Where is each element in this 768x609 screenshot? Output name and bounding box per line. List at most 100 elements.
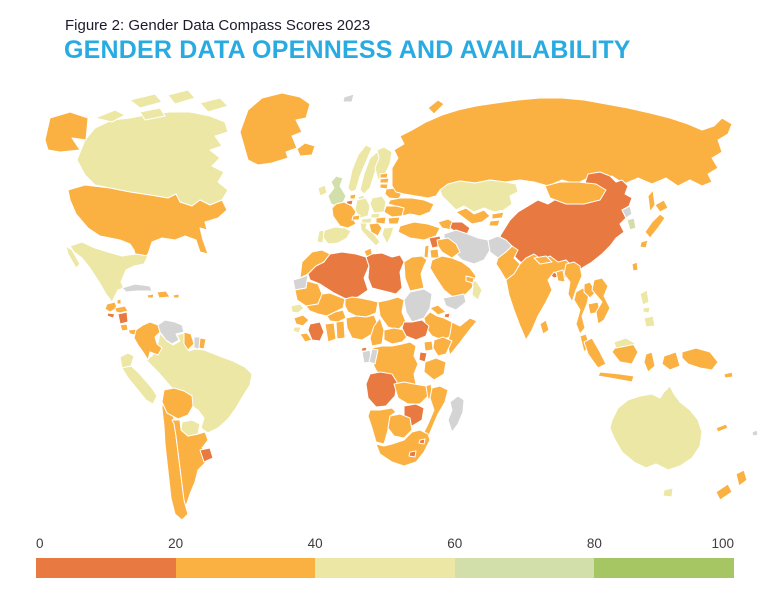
country-cote-divoire bbox=[307, 321, 325, 342]
figure-title: GENDER DATA OPENNESS AND AVAILABILITY bbox=[64, 36, 631, 64]
country-indonesia-sulawesi bbox=[643, 351, 656, 373]
country-philippines-mindanao bbox=[643, 315, 656, 328]
country-uzbekistan bbox=[455, 207, 491, 225]
country-new-zealand-south bbox=[715, 483, 733, 501]
country-zambia bbox=[393, 381, 429, 405]
country-philippines-luzon bbox=[639, 289, 650, 306]
country-chad bbox=[377, 296, 407, 331]
country-mali bbox=[305, 292, 346, 317]
country-canada-arctic bbox=[94, 109, 126, 123]
country-philippines-visayas bbox=[642, 306, 651, 314]
country-malaysia-east bbox=[613, 337, 637, 349]
country-saudi-arabia bbox=[429, 255, 477, 299]
country-el-salvador bbox=[106, 312, 116, 319]
country-venezuela bbox=[157, 319, 185, 345]
country-peru bbox=[121, 365, 158, 405]
country-egypt bbox=[403, 255, 428, 292]
country-bolivia bbox=[161, 387, 194, 420]
country-north-korea bbox=[621, 205, 633, 219]
country-south-korea bbox=[626, 217, 637, 231]
country-kazakhstan bbox=[439, 179, 519, 213]
country-french-guiana bbox=[198, 337, 207, 350]
country-guatemala bbox=[104, 301, 118, 313]
country-mongolia bbox=[544, 181, 607, 205]
country-niger bbox=[344, 296, 379, 318]
country-guinea bbox=[293, 314, 310, 327]
country-somalia bbox=[446, 317, 478, 356]
country-solomon-islands bbox=[723, 371, 734, 379]
country-balkans bbox=[368, 222, 383, 237]
country-canada-arctic bbox=[167, 89, 196, 105]
country-canada-arctic bbox=[139, 107, 166, 121]
country-hungary bbox=[375, 216, 387, 225]
country-equatorial-guinea bbox=[360, 346, 368, 352]
country-congo bbox=[368, 348, 379, 365]
country-lebanon-israel bbox=[423, 244, 430, 259]
legend-tick-100: 100 bbox=[711, 536, 734, 551]
country-south-africa bbox=[375, 429, 431, 467]
country-costa-rica bbox=[119, 323, 129, 332]
country-australia bbox=[609, 385, 703, 471]
legend-tick-80: 80 bbox=[586, 536, 602, 551]
country-indonesia-papua bbox=[661, 351, 681, 371]
country-portugal bbox=[316, 229, 325, 244]
country-uae bbox=[465, 275, 475, 284]
legend-ticks: 0 20 40 60 80 100 bbox=[36, 536, 734, 554]
country-senegal bbox=[290, 303, 305, 314]
country-honduras bbox=[114, 305, 129, 314]
country-colombia bbox=[133, 321, 163, 361]
country-jordan bbox=[429, 248, 440, 259]
country-jamaica bbox=[146, 293, 155, 299]
country-hispaniola bbox=[156, 290, 171, 299]
country-myanmar bbox=[563, 261, 583, 303]
country-japan-kyushu bbox=[639, 239, 649, 249]
legend-tick-40: 40 bbox=[307, 536, 323, 551]
country-angola bbox=[365, 371, 398, 408]
country-vietnam bbox=[591, 277, 611, 325]
country-madagascar bbox=[447, 395, 465, 433]
country-yemen bbox=[442, 293, 467, 311]
country-algeria bbox=[307, 251, 370, 300]
country-greenland bbox=[239, 92, 311, 166]
country-togo-benin bbox=[335, 320, 346, 340]
country-mexico bbox=[69, 241, 149, 303]
country-lithuania bbox=[379, 183, 389, 190]
country-usa-alaska bbox=[44, 111, 89, 153]
country-canada-arctic bbox=[199, 97, 229, 113]
country-laos bbox=[583, 281, 597, 299]
country-namibia bbox=[367, 407, 397, 445]
country-puerto-rico bbox=[172, 293, 180, 299]
country-rwanda-burundi bbox=[418, 351, 428, 363]
legend-tick-20: 20 bbox=[168, 536, 184, 551]
country-eswatini bbox=[418, 438, 426, 445]
country-iceland bbox=[296, 142, 316, 157]
country-suriname bbox=[193, 336, 201, 350]
country-poland bbox=[369, 195, 387, 214]
country-bangladesh bbox=[555, 269, 566, 283]
country-tanzania bbox=[423, 357, 447, 381]
country-uruguay bbox=[199, 447, 214, 463]
country-cuba bbox=[121, 283, 153, 293]
country-eritrea bbox=[429, 304, 447, 316]
legend-segment-20-40 bbox=[175, 558, 316, 578]
country-france bbox=[331, 201, 357, 229]
country-usa bbox=[67, 184, 228, 265]
country-indonesia-java bbox=[597, 371, 635, 383]
country-austria bbox=[360, 217, 373, 224]
country-romania bbox=[383, 205, 405, 218]
country-taiwan bbox=[631, 261, 639, 272]
country-belize bbox=[116, 298, 122, 305]
legend-tick-60: 60 bbox=[447, 536, 463, 551]
legend-segment-40-60 bbox=[315, 558, 455, 578]
country-ireland bbox=[317, 184, 328, 197]
country-papua-new-guinea bbox=[681, 347, 719, 371]
country-canada-arctic bbox=[129, 93, 163, 109]
country-libya bbox=[365, 252, 405, 295]
country-djibouti bbox=[443, 312, 451, 319]
legend-segment-60-80 bbox=[454, 558, 595, 578]
figure-caption: Figure 2: Gender Data Compass Scores 202… bbox=[65, 17, 371, 34]
legend-segment-0-20 bbox=[36, 558, 176, 578]
country-south-sudan bbox=[401, 319, 430, 341]
country-australia-tasmania bbox=[662, 487, 674, 498]
